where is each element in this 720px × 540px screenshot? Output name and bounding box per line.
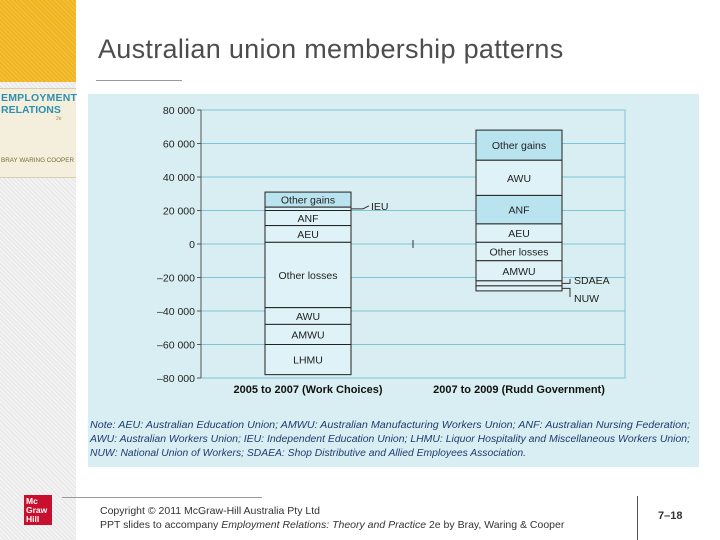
footer-prefix: PPT slides to accompany: [100, 519, 222, 531]
title-divider: [96, 80, 182, 81]
footer-vertical-divider: [637, 496, 638, 540]
logo-line-2: Graw: [26, 505, 48, 515]
y-tick-label: –60 000: [157, 340, 195, 352]
mcgraw-hill-logo: Mc Graw Hill: [24, 495, 52, 525]
bar-segment: [264, 206, 352, 212]
y-tick-label: –20 000: [157, 273, 195, 285]
bar-segment-label: Other losses: [490, 247, 549, 259]
bar-segment-label: AMWU: [291, 329, 324, 341]
bar-segment: [475, 285, 563, 292]
y-tick-label: 40 000: [163, 172, 195, 184]
bar-segment-label: Other gains: [492, 140, 546, 152]
y-tick-label: 60 000: [163, 139, 195, 151]
footer-attribution: PPT slides to accompany Employment Relat…: [100, 519, 564, 531]
bar-segment-label: ANF: [298, 213, 319, 225]
bar-segment-label: AEU: [297, 229, 319, 241]
left-decor-strip: [0, 0, 76, 540]
bar-segment-label: LHMU: [293, 355, 323, 367]
book-authors: BRAY WARING COOPER: [1, 157, 75, 164]
y-tick-label: 80 000: [163, 105, 195, 117]
y-tick-label: 0: [189, 239, 195, 251]
annotation-leader: [562, 287, 571, 297]
bar-segment: [475, 129, 563, 161]
page-number: 7–18: [658, 510, 683, 522]
logo-line-1: Mc: [26, 496, 38, 506]
bar-segment: [475, 194, 563, 225]
category-label: 2007 to 2009 (Rudd Government): [433, 384, 605, 396]
bar-segment: [264, 344, 352, 376]
chart-note-line: NUW: National Union of Workers; SDAEA: S…: [90, 448, 526, 459]
union-membership-chart: 80 000 60 000 40 000 20 000 0 –20 000 –40 000 –…: [89, 105, 690, 459]
book-cover-thumbnail: EMPLOYMENT RELATIONS 2e BRAY WARING COOP…: [0, 88, 78, 178]
annotation-label: IEU: [371, 201, 389, 213]
annotation-leader: [562, 279, 571, 284]
chart-note-line: Note: AEU: Australian Education Union; A…: [90, 420, 690, 431]
bar-segment: [475, 159, 563, 196]
bar-segment-label: ANF: [509, 205, 530, 217]
footer-divider: [62, 497, 262, 498]
bar-segment: [475, 280, 563, 287]
y-tick-label: –40 000: [157, 306, 195, 318]
gold-decor-block: [0, 0, 76, 82]
bar-segment-label: AWU: [296, 311, 320, 323]
chart-panel: 80 000 60 000 40 000 20 000 0 –20 000 –40 000 –…: [88, 94, 699, 467]
footer-copyright: Copyright © 2011 McGraw-Hill Australia P…: [100, 505, 320, 517]
annotation-leader: [351, 205, 370, 210]
y-tick-label: –80 000: [157, 373, 195, 385]
slide-title: Australian union membership patterns: [98, 34, 564, 64]
book-title-line2: RELATIONS: [1, 104, 61, 116]
book-title-line1: EMPLOYMENT: [1, 92, 78, 104]
bar-segment-label: AEU: [508, 228, 530, 240]
footer-book-title: Employment Relations: Theory and Practic…: [221, 519, 427, 531]
category-label: 2005 to 2007 (Work Choices): [234, 384, 383, 396]
annotation-label: NUW: [574, 293, 599, 305]
chart-note-line: AWU: Australian Workers Union; IEU: Inde…: [89, 434, 690, 445]
book-edition: 2e: [56, 116, 62, 122]
logo-line-3: Hill: [26, 514, 40, 524]
bar-segment-label: AMWU: [502, 266, 535, 278]
annotation-label: SDAEA: [574, 275, 610, 287]
bar-segment-label: Other losses: [279, 270, 338, 282]
footer-suffix: 2e by Bray, Waring & Cooper: [426, 519, 565, 531]
bar-segment-label: Other gains: [281, 195, 335, 207]
y-tick-label: 20 000: [163, 206, 195, 218]
bar-segment-label: AWU: [507, 173, 531, 185]
